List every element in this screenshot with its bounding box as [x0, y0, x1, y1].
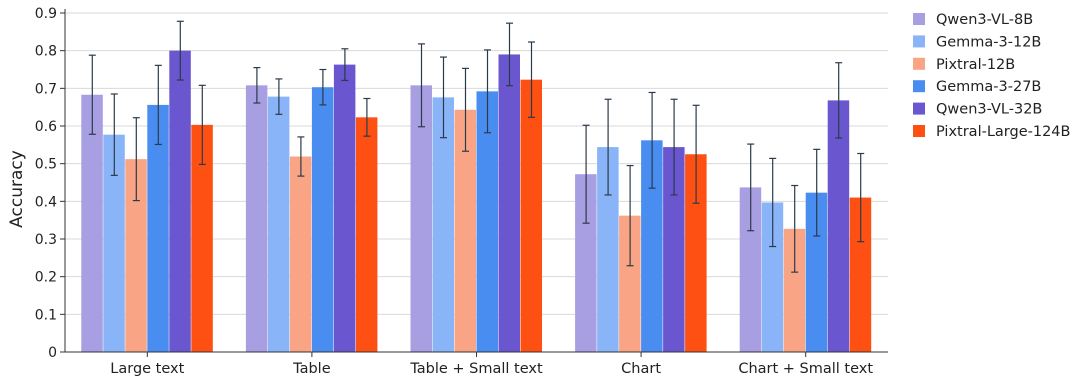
x-axis-ticks: Large text Table Table + Small text Chart Ch…	[110, 352, 873, 377]
x-tick-label: Table	[292, 361, 331, 377]
bar	[125, 159, 147, 352]
bar	[783, 228, 806, 352]
bar	[827, 100, 850, 353]
bar	[663, 147, 685, 352]
bar	[685, 154, 707, 352]
bar	[575, 174, 597, 352]
y-axis-title: Accuracy	[7, 150, 27, 228]
y-tick-label: 0.4	[35, 194, 57, 210]
bar	[498, 54, 520, 352]
legend-swatch	[913, 13, 925, 25]
bar	[805, 192, 828, 352]
bar	[597, 147, 619, 352]
bar	[103, 134, 125, 352]
bar	[81, 94, 103, 352]
legend-swatch	[913, 102, 925, 115]
bar	[311, 87, 334, 352]
bar	[454, 109, 476, 352]
x-tick-label: Large text	[110, 361, 184, 377]
legend-label: Pixtral-12B	[936, 57, 1015, 73]
bar	[849, 197, 872, 352]
bar	[267, 96, 290, 353]
bar	[147, 104, 169, 352]
bar	[432, 97, 454, 352]
legend-label: Qwen3-VL-8B	[936, 12, 1033, 28]
legend-label: Qwen3-VL-32B	[936, 102, 1042, 118]
bar	[476, 91, 498, 352]
legend: Qwen3-VL-8B Gemma-3-12B Pixtral-12B Gemma-3…	[913, 12, 1070, 140]
error-bars	[88, 20, 865, 273]
bar	[410, 85, 432, 352]
bar	[641, 140, 663, 352]
legend-label: Gemma-3-27B	[936, 79, 1041, 95]
y-axis-ticks: 0 0.1 0.2 0.3 0.4 0.5 0.6 0.7 0.8 0.9	[35, 6, 65, 361]
legend-label: Pixtral-Large-124B	[936, 124, 1070, 140]
bar	[739, 187, 762, 352]
legend-swatch	[913, 57, 925, 70]
legend-swatch	[913, 80, 925, 93]
y-tick-label: 0	[48, 345, 57, 361]
bar	[355, 117, 378, 352]
y-tick-label: 0.5	[35, 157, 57, 173]
y-tick-label: 0.8	[35, 44, 57, 60]
bar	[289, 156, 312, 352]
bar	[245, 85, 268, 352]
bars	[81, 50, 872, 353]
y-tick-label: 0.2	[35, 270, 57, 286]
x-tick-label: Chart	[621, 361, 661, 377]
bar	[520, 79, 542, 353]
bar	[169, 50, 191, 353]
y-tick-label: 0.3	[35, 232, 57, 248]
x-tick-label: Chart + Small text	[738, 361, 873, 377]
legend-label: Gemma-3-12B	[936, 34, 1041, 50]
legend-swatch	[913, 35, 925, 48]
bar	[191, 124, 213, 353]
y-tick-label: 0.1	[35, 307, 57, 323]
y-tick-label: 0.7	[35, 81, 57, 97]
y-tick-label: 0.6	[35, 119, 57, 135]
bar	[333, 64, 356, 352]
y-tick-label: 0.9	[35, 6, 57, 22]
bar	[619, 215, 641, 352]
x-tick-label: Table + Small text	[409, 361, 543, 377]
bar	[761, 202, 784, 352]
legend-swatch	[913, 125, 925, 137]
